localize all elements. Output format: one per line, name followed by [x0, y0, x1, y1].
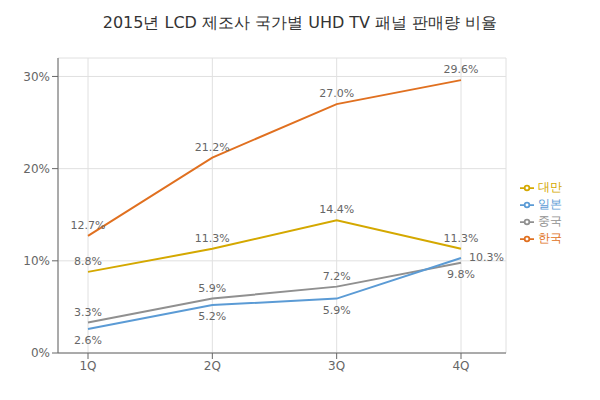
svg-text:10.3%: 10.3%	[469, 251, 504, 264]
svg-text:29.6%: 29.6%	[444, 63, 479, 76]
svg-text:5.9%: 5.9%	[198, 282, 226, 295]
svg-text:8.8%: 8.8%	[74, 255, 102, 268]
svg-text:5.9%: 5.9%	[323, 304, 351, 317]
svg-text:27.0%: 27.0%	[319, 87, 354, 100]
svg-text:0%: 0%	[31, 346, 50, 360]
html-text:중국: 중국	[538, 214, 562, 228]
svg-text:3Q: 3Q	[328, 359, 345, 373]
svg-text:2.6%: 2.6%	[74, 334, 102, 347]
svg-text:10%: 10%	[23, 254, 50, 268]
svg-text:9.8%: 9.8%	[447, 268, 475, 281]
svg-text:7.2%: 7.2%	[323, 270, 351, 283]
svg-text:2Q: 2Q	[204, 359, 221, 373]
html-text:일본: 일본	[538, 197, 562, 211]
html-text:한국: 한국	[538, 231, 562, 245]
svg-text:11.3%: 11.3%	[444, 232, 479, 245]
svg-text:21.2%: 21.2%	[195, 141, 230, 154]
svg-text:4Q: 4Q	[452, 359, 469, 373]
svg-text:20%: 20%	[23, 162, 50, 176]
svg-text:12.7%: 12.7%	[71, 219, 106, 232]
svg-text:1Q: 1Q	[79, 359, 96, 373]
html-text:2015년 LCD 제조사 국가별 UHD TV 패널 판매: 2015년 LCD 제조사 국가별 UHD TV 패널 판매량 비율	[102, 13, 498, 32]
svg-text:14.4%: 14.4%	[319, 203, 354, 216]
svg-text:5.2%: 5.2%	[198, 310, 226, 323]
svg-text:11.3%: 11.3%	[195, 232, 230, 245]
html-text:대만: 대만	[538, 180, 562, 194]
svg-text:30%: 30%	[23, 70, 50, 84]
svg-text:3.3%: 3.3%	[74, 306, 102, 319]
